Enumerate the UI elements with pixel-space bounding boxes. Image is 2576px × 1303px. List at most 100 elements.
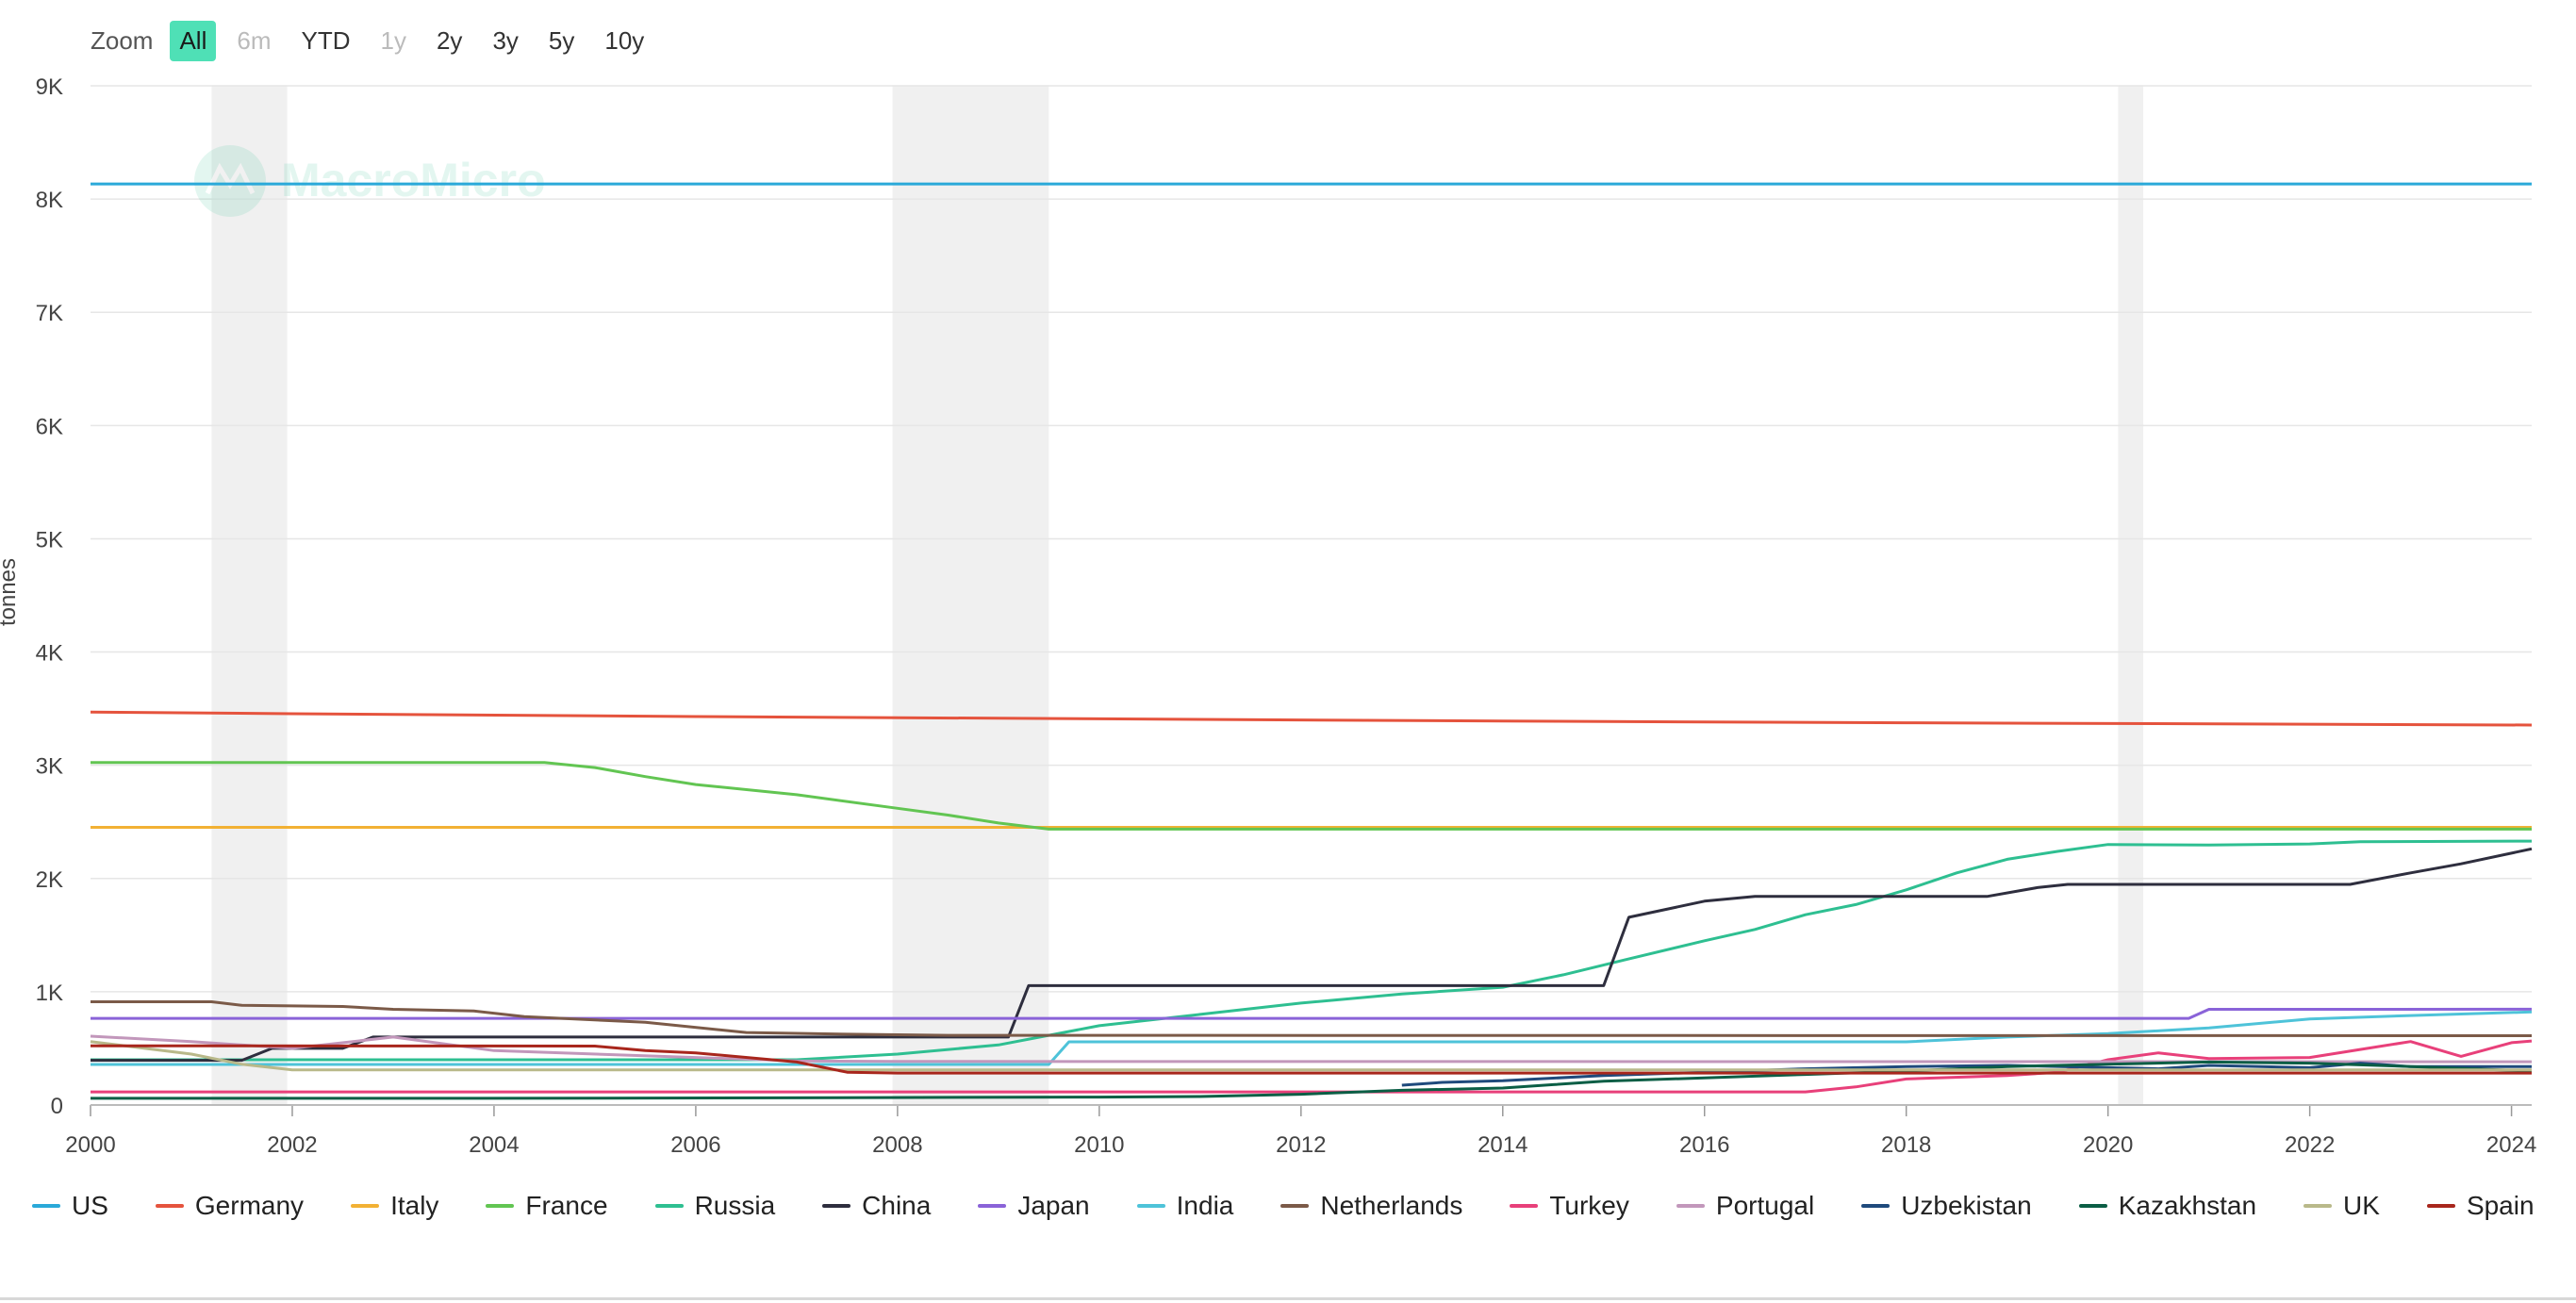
zoom-button-2y[interactable]: 2y — [436, 25, 463, 55]
legend-label: Japan — [1017, 1191, 1090, 1220]
legend-label: Germany — [194, 1191, 305, 1220]
series-line-kazakhstan[interactable] — [90, 1060, 2533, 1100]
legend-swatch-icon — [1136, 1204, 1165, 1208]
x-tick-label: 2018 — [1881, 1132, 1931, 1158]
legend-label: Uzbekistan — [1901, 1191, 2032, 1220]
legend-item-india[interactable]: India — [1136, 1191, 1234, 1221]
zoom-toolbar: Zoom All 6m YTD 1y 2y 3y 5y 10y — [91, 19, 653, 62]
zoom-button-3y[interactable]: 3y — [492, 25, 519, 55]
y-tick-label: 5K — [36, 527, 63, 553]
zoom-button-5y[interactable]: 5y — [548, 25, 575, 55]
legend-swatch-icon — [654, 1204, 684, 1208]
legend-swatch-icon — [32, 1204, 60, 1208]
legend-item-uk[interactable]: UK — [2304, 1191, 2380, 1221]
x-tick-label: 2006 — [670, 1132, 720, 1158]
series-line-portugal[interactable] — [90, 1034, 2533, 1064]
series-line-russia[interactable] — [91, 839, 2533, 1062]
recession-band-2 — [2118, 86, 2144, 1105]
legend-swatch-icon — [1280, 1204, 1310, 1208]
legend-swatch-icon — [155, 1204, 184, 1208]
legend-swatch-icon — [2426, 1204, 2455, 1208]
zoom-label: Zoom — [91, 25, 154, 55]
x-tick-label: 2000 — [65, 1132, 115, 1158]
legend-item-portugal[interactable]: Portugal — [1676, 1191, 1814, 1221]
axes: 0 1K 2K 3K 4K 5K 6K 7K 8K 9K 2000 2002 2004 2006 2008 2… — [36, 74, 2537, 1158]
legend-item-japan[interactable]: Japan — [978, 1191, 1090, 1221]
legend-swatch-icon — [822, 1204, 851, 1208]
legend-swatch-icon — [2304, 1204, 2333, 1208]
legend-label: Russia — [694, 1191, 776, 1220]
x-tick-label: 2008 — [872, 1132, 922, 1158]
series-line-germany[interactable] — [90, 710, 2533, 727]
gridlines — [91, 85, 2532, 1106]
legend-swatch-icon — [1510, 1204, 1539, 1208]
legend-label: Kazakhstan — [2118, 1191, 2257, 1220]
series-line-netherlands[interactable] — [91, 1000, 2533, 1037]
zoom-button-ytd[interactable]: YTD — [301, 25, 351, 55]
y-tick-label: 4K — [36, 641, 63, 667]
legend-swatch-icon — [351, 1204, 380, 1208]
legend-item-russia[interactable]: Russia — [654, 1191, 776, 1221]
y-tick-label: 3K — [36, 754, 63, 780]
legend-label: Portugal — [1715, 1191, 1815, 1220]
legend-item-kazakhstan[interactable]: Kazakhstan — [2078, 1191, 2257, 1221]
x-tick-label: 2012 — [1276, 1132, 1326, 1158]
series-line-france[interactable] — [91, 761, 2532, 831]
y-tick-label: 6K — [36, 414, 63, 439]
legend-label: Netherlands — [1320, 1191, 1463, 1220]
legend-label: Turkey — [1549, 1191, 1629, 1220]
series-line-uk[interactable] — [90, 1040, 2532, 1072]
watermark: MacroMicro — [194, 145, 546, 217]
legend-swatch-icon — [1676, 1204, 1705, 1208]
x-tick-label: 2010 — [1074, 1132, 1124, 1158]
legend-item-china[interactable]: China — [822, 1191, 931, 1221]
legend-item-france[interactable]: France — [486, 1191, 608, 1221]
legend-item-us[interactable]: US — [32, 1191, 108, 1221]
legend-item-netherlands[interactable]: Netherlands — [1280, 1191, 1462, 1221]
legend-item-uzbekistan[interactable]: Uzbekistan — [1861, 1191, 2032, 1221]
legend-item-germany[interactable]: Germany — [155, 1191, 305, 1221]
watermark-logo-icon — [194, 145, 266, 217]
x-tick-label: 2014 — [1478, 1132, 1527, 1158]
legend-label: India — [1176, 1191, 1234, 1220]
zoom-button-all[interactable]: All — [170, 20, 217, 61]
recession-band-1 — [892, 86, 1049, 1105]
legend-label: Italy — [390, 1191, 439, 1220]
y-tick-label: 2K — [36, 867, 63, 893]
series-line-japan[interactable] — [91, 1007, 2533, 1020]
x-tick-label: 2004 — [469, 1132, 519, 1158]
zoom-button-6m: 6m — [237, 25, 272, 55]
y-tick-label: 9K — [36, 74, 63, 100]
y-tick-label: 1K — [36, 981, 63, 1006]
x-tick-label: 2024 — [2486, 1132, 2536, 1158]
legend-label: UK — [2343, 1191, 2380, 1220]
series-line-turkey[interactable] — [91, 1039, 2533, 1094]
legend-label: France — [525, 1191, 608, 1220]
recession-band-0 — [211, 86, 288, 1105]
legend-label: US — [72, 1191, 108, 1220]
recession-bands — [211, 86, 2144, 1105]
series-line-china[interactable] — [91, 847, 2533, 1063]
legend-swatch-icon — [1861, 1204, 1891, 1208]
legend-swatch-icon — [486, 1204, 515, 1208]
legend-label: Spain — [2466, 1191, 2535, 1220]
x-tick-label: 2022 — [2285, 1132, 2335, 1158]
legend-swatch-icon — [978, 1204, 1007, 1208]
series-lines — [90, 182, 2533, 1100]
y-axis-title: tonnes — [0, 558, 21, 626]
y-tick-label: 7K — [36, 301, 63, 326]
legend-item-spain[interactable]: Spain — [2426, 1191, 2535, 1221]
legend-label: China — [862, 1191, 932, 1220]
legend-item-italy[interactable]: Italy — [351, 1191, 438, 1221]
y-tick-label: 8K — [36, 188, 63, 213]
series-line-spain[interactable] — [90, 1044, 2532, 1075]
zoom-button-10y[interactable]: 10y — [604, 25, 645, 55]
watermark-text: MacroMicro — [281, 154, 546, 206]
legend-swatch-icon — [2078, 1204, 2107, 1208]
legend-item-turkey[interactable]: Turkey — [1510, 1191, 1629, 1221]
x-tick-label: 2016 — [1679, 1132, 1729, 1158]
chart-legend: US Germany Italy France Russia China Japan Indi… — [32, 1191, 2535, 1221]
bottom-divider — [0, 1297, 2576, 1300]
x-tick-label: 2002 — [267, 1132, 317, 1158]
